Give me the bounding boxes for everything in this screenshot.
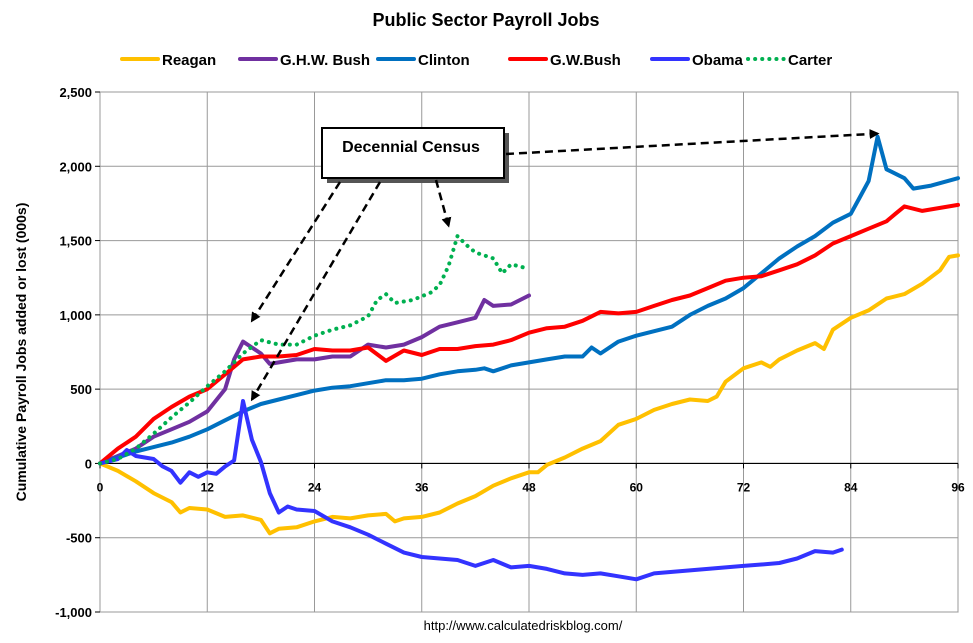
- x-tick-label: 12: [201, 480, 215, 494]
- y-tick-label: 500: [70, 382, 92, 397]
- y-axis-label: Cumulative Payroll Jobs added or lost (0…: [13, 203, 29, 502]
- chart-title: Public Sector Payroll Jobs: [372, 10, 599, 30]
- y-tick-label: 2,000: [59, 159, 92, 174]
- legend-label: Clinton: [418, 52, 470, 69]
- series-line-g-h-w-bush: [98, 293, 531, 466]
- annotation-arrow: [434, 179, 452, 228]
- series-line-carter: [98, 234, 531, 466]
- legend-label: Obama: [692, 52, 744, 69]
- x-tick-label: 60: [630, 480, 644, 494]
- legend: Reagan G.H.W. Bush Clinton G.W.Bush Obama Car…: [120, 52, 832, 69]
- x-tick-label: 96: [951, 480, 965, 494]
- annotation-text: Decennial Census: [342, 139, 480, 156]
- y-tick-label: 2,500: [59, 85, 92, 100]
- legend-label: G.W.Bush: [550, 52, 621, 69]
- axes: -1,000 -500 0 500 1,000 1,500 2,000 2,500 0 12 24 3…: [55, 85, 965, 620]
- series-line-obama: [98, 399, 844, 582]
- series-line-clinton: [98, 134, 960, 466]
- annotation-arrow: [250, 181, 342, 323]
- legend-label: Carter: [788, 52, 832, 69]
- x-tick-label: 48: [522, 480, 536, 494]
- x-tick-label: 84: [844, 480, 858, 494]
- series-line-reagan: [98, 253, 960, 536]
- annotation: Decennial Census: [250, 127, 880, 402]
- x-tick-label: 36: [415, 480, 429, 494]
- series-group: [98, 134, 960, 582]
- annotation-arrow: [250, 181, 382, 402]
- x-tick-label: 72: [737, 480, 751, 494]
- annotation-box: [321, 127, 505, 179]
- y-tick-label: 1,000: [59, 308, 92, 323]
- y-tick-label: -500: [66, 531, 92, 546]
- legend-label: G.H.W. Bush: [280, 52, 370, 69]
- legend-label: Reagan: [162, 52, 216, 69]
- y-tick-label: 0: [85, 456, 92, 471]
- source-url: http://www.calculatedriskblog.com/: [424, 618, 623, 633]
- y-tick-label: 1,500: [59, 234, 92, 249]
- annotation-arrow: [505, 129, 880, 156]
- y-tick-label: -1,000: [55, 605, 92, 620]
- series-line-g-w-bush: [98, 202, 960, 466]
- x-tick-label: 0: [97, 480, 104, 494]
- x-tick-label: 24: [308, 480, 322, 494]
